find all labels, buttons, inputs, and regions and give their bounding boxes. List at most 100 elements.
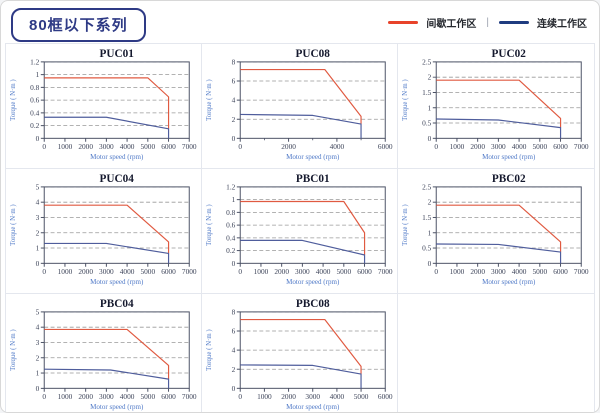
svg-text:Torque ( N·m ): Torque ( N·m ) (9, 79, 16, 121)
chart-svg-PBC04: 0 1 2 3 4 5 0 1000 2000 3000 4000 5000 6000 7000 PBC04… (9, 298, 196, 411)
svg-text:2: 2 (231, 365, 235, 374)
chart-svg-PUC04: 0 1 2 3 4 5 0 1000 2000 3000 4000 5000 6000 7000 PUC04… (9, 173, 196, 286)
svg-text:Motor speed (rpm): Motor speed (rpm) (90, 153, 144, 161)
svg-text:0: 0 (434, 267, 438, 276)
svg-text:0: 0 (231, 384, 235, 393)
svg-text:0: 0 (35, 134, 39, 143)
series-line-PUC08 (239, 113, 362, 139)
svg-text:5000: 5000 (532, 142, 547, 151)
svg-text:Motor speed (rpm): Motor speed (rpm) (286, 278, 340, 286)
svg-text:3: 3 (35, 213, 39, 222)
svg-text:7000: 7000 (377, 267, 392, 276)
chart-panel-PUC01: 0 0.2 0.4 0.6 0.8 1 1.2 0 1000 2000 3000 4000 5000 60… (6, 44, 202, 169)
svg-text:8: 8 (231, 57, 235, 66)
series-line-PBC04 (43, 368, 169, 389)
chart-svg-PBC02: 0 0.5 1 1.5 2 2.5 0 1000 2000 3000 4000 5000 6000 700… (402, 173, 589, 286)
svg-text:0.2: 0.2 (226, 246, 235, 255)
series-line-PBC02 (436, 243, 562, 264)
legend: 间歇工作区 | 连续工作区 (388, 15, 587, 30)
svg-text:2: 2 (231, 115, 235, 124)
svg-text:7000: 7000 (181, 267, 196, 276)
svg-text:0: 0 (428, 259, 432, 268)
svg-text:5000: 5000 (336, 267, 351, 276)
svg-text:0: 0 (35, 384, 39, 393)
chart-panel-PUC02: 0 0.5 1 1.5 2 2.5 0 1000 2000 3000 4000 5000 6000 700… (398, 44, 594, 169)
svg-text:6: 6 (231, 327, 235, 336)
svg-text:Torque ( N·m ): Torque ( N·m ) (205, 329, 212, 371)
chart-svg-PBC08: 0 2 4 6 8 0 1000 2000 3000 4000 5000 6000 PBC08 Motor… (205, 298, 392, 411)
series-line-PBC01 (239, 239, 365, 264)
chart-title: PUC02 (492, 48, 527, 60)
svg-text:0: 0 (35, 259, 39, 268)
chart-panel-PUC04: 0 1 2 3 4 5 0 1000 2000 3000 4000 5000 6000 7000 PUC04… (6, 169, 202, 294)
svg-text:0: 0 (238, 267, 242, 276)
chart-svg-PUC02: 0 0.5 1 1.5 2 2.5 0 1000 2000 3000 4000 5000 6000 700… (402, 48, 589, 161)
intermittent-zone-label: 间歇工作区 (426, 19, 477, 30)
svg-text:Torque ( N·m ): Torque ( N·m ) (9, 329, 16, 371)
svg-text:0.4: 0.4 (30, 108, 39, 117)
svg-text:2: 2 (35, 353, 39, 362)
svg-text:0.6: 0.6 (226, 221, 235, 230)
series-title-badge: 80框以下系列 (11, 8, 146, 42)
chart-title: PUC01 (99, 48, 134, 60)
svg-text:2000: 2000 (281, 392, 296, 401)
series-line-PBC08 (239, 318, 362, 375)
chart-title: PBC02 (492, 173, 526, 185)
series-line-PBC08 (239, 364, 362, 389)
series-line-PUC01 (43, 116, 169, 139)
svg-text:0.5: 0.5 (422, 244, 431, 253)
svg-text:2.5: 2.5 (422, 57, 431, 66)
svg-text:1.2: 1.2 (30, 57, 39, 66)
svg-text:6000: 6000 (161, 267, 176, 276)
svg-text:Motor speed (rpm): Motor speed (rpm) (286, 403, 340, 411)
svg-text:1: 1 (428, 103, 432, 112)
svg-text:Torque ( N·m ): Torque ( N·m ) (402, 79, 409, 121)
svg-text:4000: 4000 (119, 392, 134, 401)
svg-text:Torque ( N·m ): Torque ( N·m ) (205, 204, 212, 246)
svg-text:3000: 3000 (99, 392, 114, 401)
svg-text:2: 2 (428, 198, 432, 207)
series-line-PBC02 (436, 204, 562, 253)
svg-text:1000: 1000 (257, 392, 272, 401)
svg-text:1.5: 1.5 (422, 213, 431, 222)
chart-svg-PUC01: 0 0.2 0.4 0.6 0.8 1 1.2 0 1000 2000 3000 4000 5000 60… (9, 48, 196, 161)
empty-cell (398, 294, 594, 412)
svg-text:4000: 4000 (119, 142, 134, 151)
svg-text:6000: 6000 (553, 142, 568, 151)
svg-text:1: 1 (428, 228, 432, 237)
svg-text:Motor speed (rpm): Motor speed (rpm) (286, 153, 340, 161)
svg-text:2.5: 2.5 (422, 182, 431, 191)
svg-text:Torque ( N·m ): Torque ( N·m ) (9, 204, 16, 246)
svg-text:5000: 5000 (140, 142, 155, 151)
svg-text:0.2: 0.2 (30, 121, 39, 130)
series-line-PUC02 (436, 118, 562, 139)
svg-text:3000: 3000 (99, 142, 114, 151)
header: 80框以下系列 间歇工作区 | 连续工作区 (1, 1, 599, 43)
svg-text:0.8: 0.8 (30, 83, 39, 92)
svg-text:0.6: 0.6 (30, 96, 39, 105)
chart-panel-PBC01: 0 0.2 0.4 0.6 0.8 1 1.2 0 1000 2000 3000 4000 5000 60… (202, 169, 398, 294)
series-line-PBC04 (43, 328, 169, 380)
svg-text:4000: 4000 (329, 392, 344, 401)
svg-text:1000: 1000 (253, 267, 268, 276)
svg-text:Motor speed (rpm): Motor speed (rpm) (482, 153, 536, 161)
svg-text:5000: 5000 (140, 267, 155, 276)
svg-text:5000: 5000 (353, 392, 368, 401)
svg-text:5000: 5000 (532, 267, 547, 276)
chart-title: PBC04 (99, 298, 133, 310)
svg-text:1: 1 (35, 70, 39, 79)
svg-text:7000: 7000 (574, 142, 589, 151)
svg-text:3000: 3000 (295, 267, 310, 276)
chart-panel-PUC08: 0 2 4 6 8 0 2000 4000 6000 PUC08 Motor speed (rpm)… (202, 44, 398, 169)
svg-text:3: 3 (35, 338, 39, 347)
svg-text:2000: 2000 (274, 267, 289, 276)
series-line-PUC04 (43, 204, 169, 254)
chart-panel-PBC08: 0 2 4 6 8 0 1000 2000 3000 4000 5000 6000 PBC08 Motor… (202, 294, 398, 412)
svg-text:2000: 2000 (470, 267, 485, 276)
svg-text:3000: 3000 (99, 267, 114, 276)
svg-text:3000: 3000 (491, 267, 506, 276)
svg-text:1000: 1000 (450, 267, 465, 276)
svg-text:0: 0 (42, 267, 46, 276)
svg-text:1.2: 1.2 (226, 182, 235, 191)
